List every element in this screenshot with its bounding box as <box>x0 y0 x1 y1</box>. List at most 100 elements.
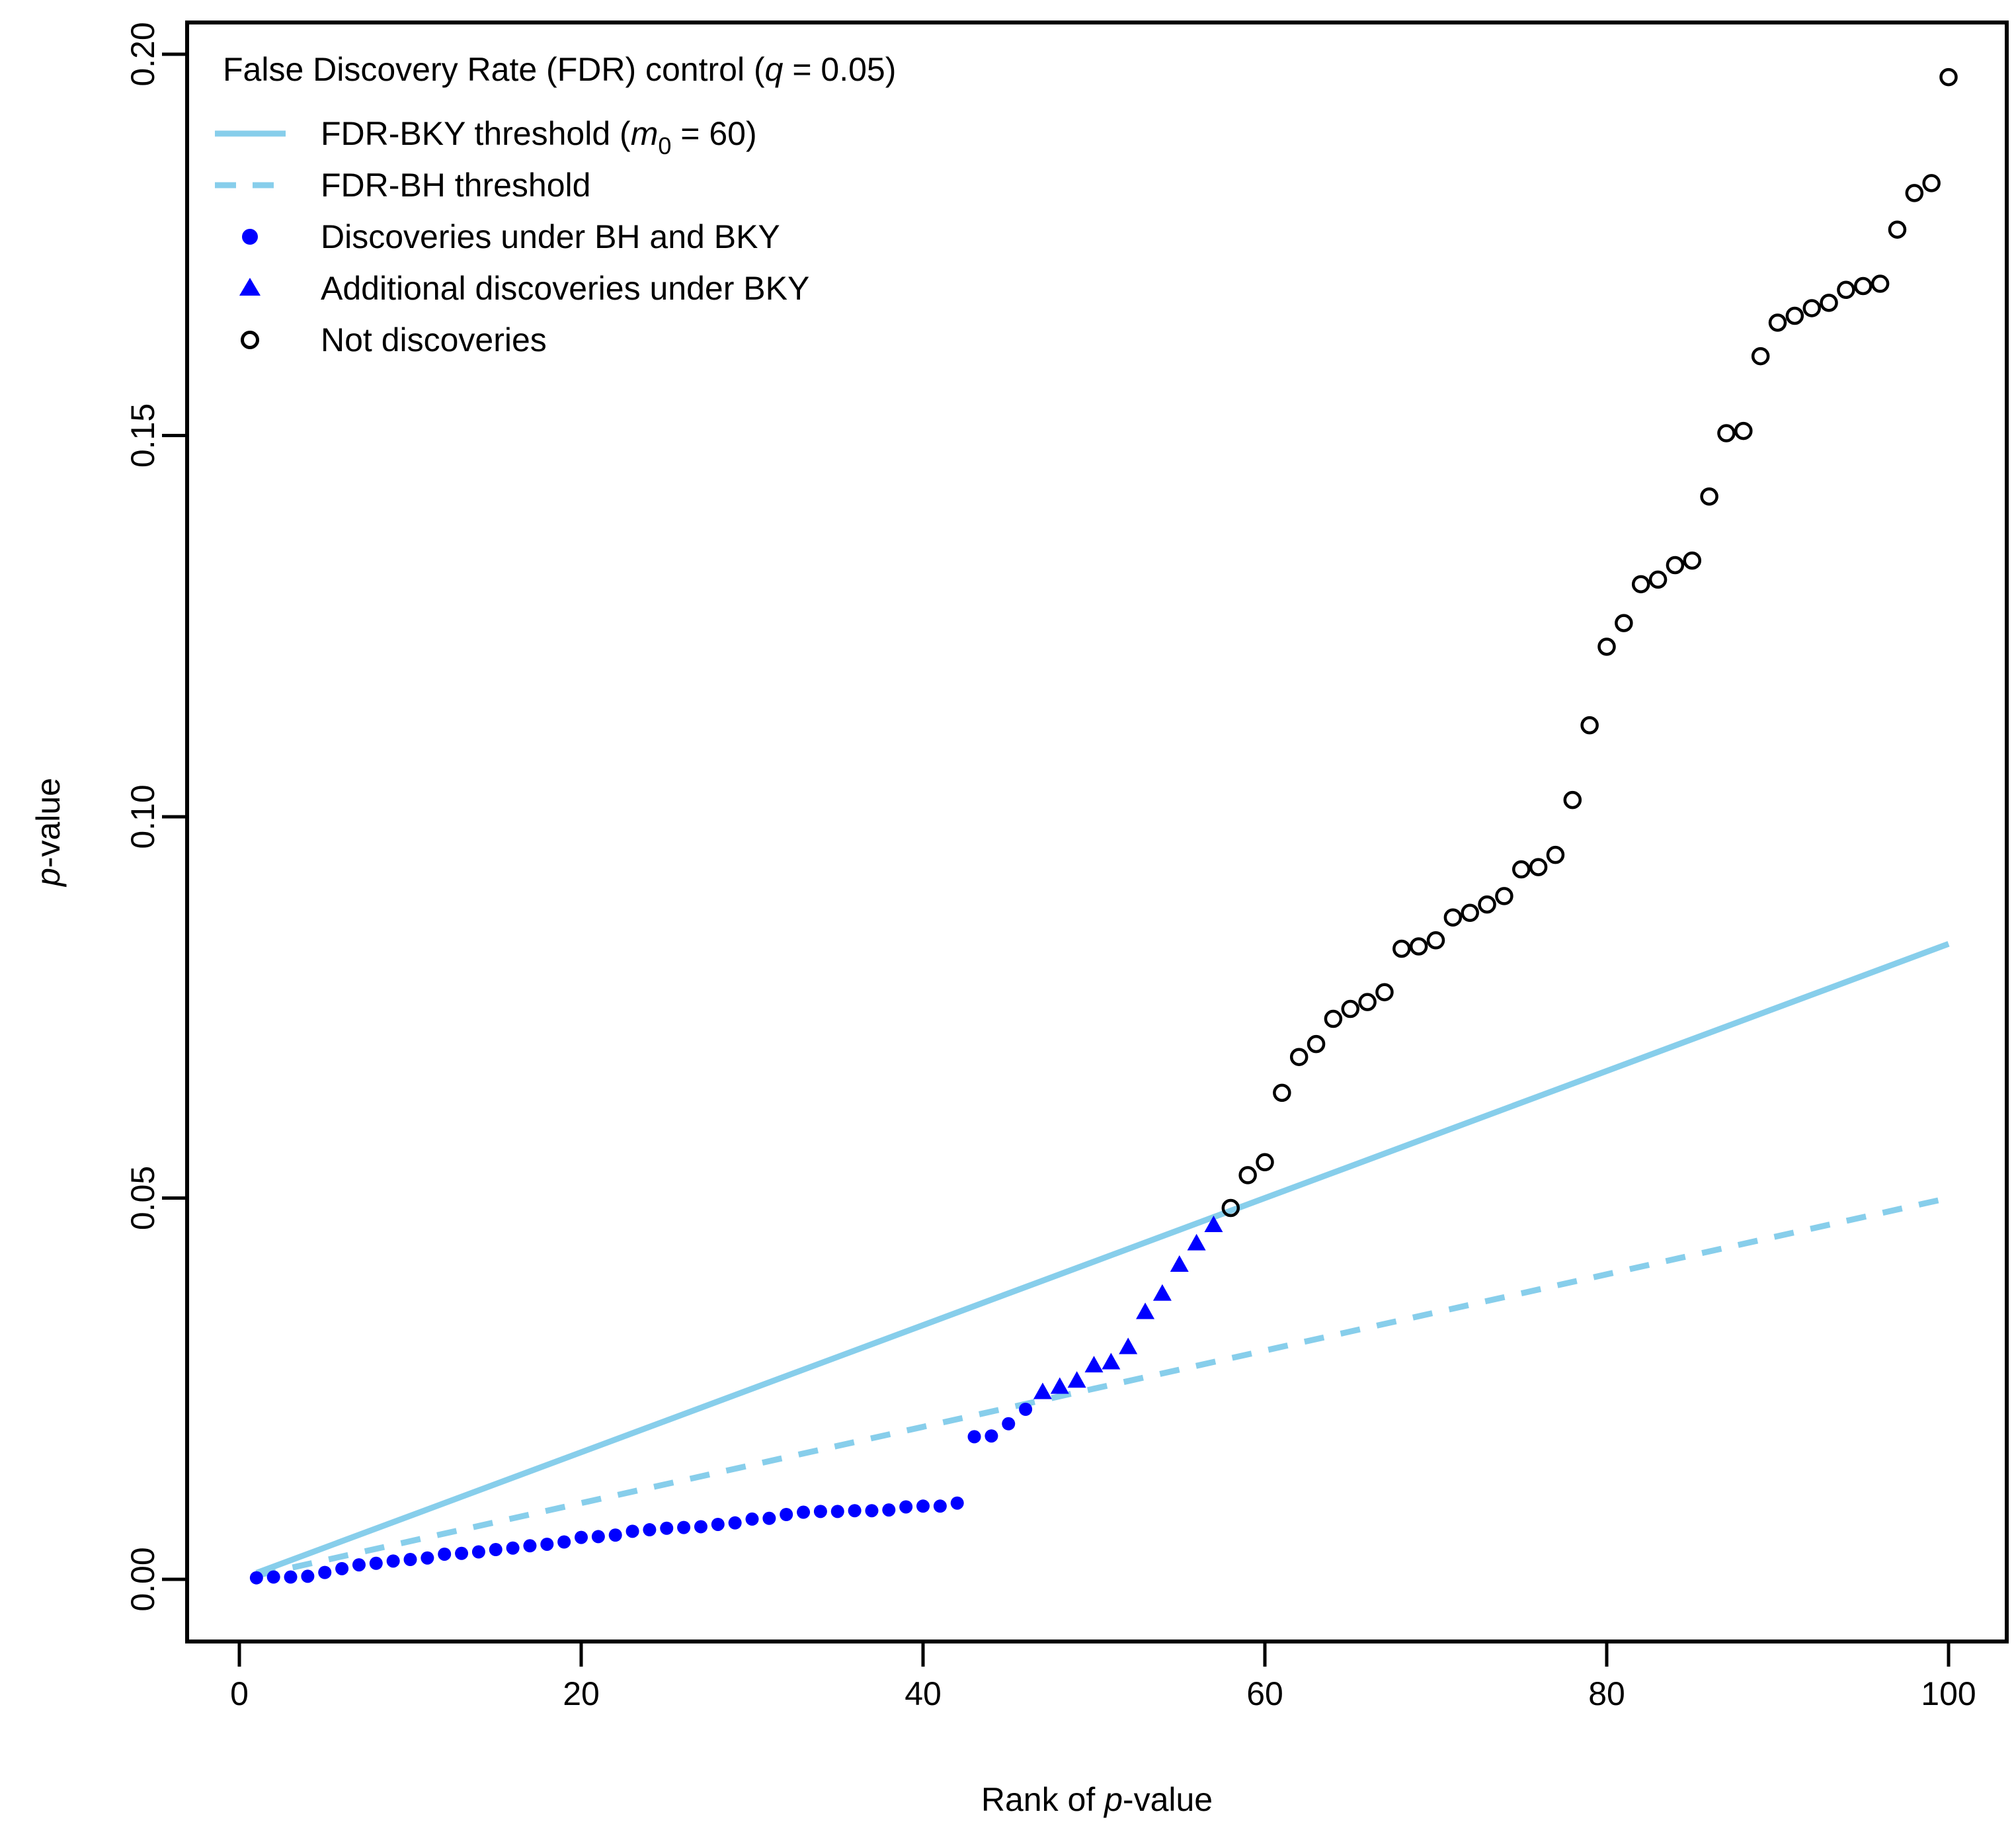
data-point-bky-additional <box>1187 1233 1206 1251</box>
data-point-discovery <box>403 1553 417 1567</box>
data-point-discovery <box>523 1539 537 1553</box>
data-point-not-discovery <box>1648 570 1668 589</box>
data-point-not-discovery <box>1888 220 1907 239</box>
data-point-discovery <box>506 1541 520 1555</box>
data-point-not-discovery <box>1529 858 1548 876</box>
data-point-bky-additional <box>1136 1302 1155 1319</box>
data-point-discovery <box>967 1430 981 1444</box>
data-point-discovery <box>797 1505 811 1519</box>
y-tick-label: 0.05 <box>124 1166 161 1230</box>
data-point-discovery <box>694 1520 707 1534</box>
data-points <box>249 67 1958 1585</box>
data-point-not-discovery <box>1307 1034 1326 1054</box>
legend-discoveries-label: Discoveries under BH and BKY <box>321 218 780 255</box>
x-axis-title: Rank of p-value <box>981 1781 1213 1818</box>
data-point-discovery <box>882 1503 896 1517</box>
y-tick-label: 0.15 <box>124 403 161 468</box>
legend-open-circle-icon <box>241 331 259 349</box>
data-point-discovery <box>438 1547 452 1561</box>
y-tick-label: 0.10 <box>124 784 161 849</box>
data-point-discovery <box>557 1535 571 1549</box>
data-point-not-discovery <box>1392 939 1411 958</box>
data-point-discovery <box>933 1499 947 1513</box>
legend-title: False Discovery Rate (FDR) control (q = … <box>223 51 896 88</box>
legend-bky-label: FDR-BKY threshold (m0 = 60) <box>321 115 757 159</box>
data-point-bky-additional <box>1067 1371 1086 1388</box>
data-point-not-discovery <box>1478 895 1496 914</box>
data-point-discovery <box>1002 1417 1016 1431</box>
data-point-discovery <box>899 1500 913 1514</box>
data-point-not-discovery <box>1802 299 1821 317</box>
legend-bh-label: FDR-BH threshold <box>321 167 590 204</box>
data-point-not-discovery <box>1341 999 1359 1018</box>
data-point-not-discovery <box>1358 993 1377 1011</box>
data-point-not-discovery <box>1700 487 1718 506</box>
data-point-discovery <box>608 1528 622 1542</box>
data-point-bky-additional <box>1119 1337 1138 1354</box>
data-point-discovery <box>249 1571 263 1585</box>
data-point-discovery <box>916 1499 930 1513</box>
data-point-not-discovery <box>1512 860 1531 879</box>
data-point-not-discovery <box>1597 638 1616 656</box>
data-point-not-discovery <box>1734 421 1753 440</box>
data-point-not-discovery <box>1375 983 1394 1001</box>
data-point-not-discovery <box>1256 1153 1274 1172</box>
data-point-not-discovery <box>1666 556 1685 575</box>
legend-not-discoveries-label: Not discoveries <box>321 321 547 358</box>
data-point-bky-additional <box>1204 1216 1223 1233</box>
y-tick-label: 0.20 <box>124 22 161 86</box>
data-point-bky-additional <box>1050 1377 1069 1394</box>
data-point-not-discovery <box>1289 1048 1309 1066</box>
data-point-not-discovery <box>1546 845 1565 864</box>
data-point-discovery <box>471 1545 485 1559</box>
data-point-discovery <box>284 1570 298 1584</box>
data-point-not-discovery <box>1273 1083 1291 1102</box>
data-point-not-discovery <box>1837 280 1855 300</box>
bky-threshold-line <box>255 940 1950 1576</box>
x-tick-label: 40 <box>905 1675 942 1712</box>
data-point-not-discovery <box>1683 551 1701 570</box>
data-point-not-discovery <box>1615 614 1633 632</box>
data-point-discovery <box>677 1520 691 1534</box>
data-point-not-discovery <box>1768 313 1787 332</box>
threshold-lines <box>255 940 1950 1579</box>
data-point-discovery <box>301 1569 315 1583</box>
x-tick-label: 80 <box>1588 1675 1625 1712</box>
x-tick-label: 100 <box>1921 1675 1976 1712</box>
data-point-discovery <box>575 1530 588 1544</box>
data-point-discovery <box>625 1524 639 1538</box>
data-point-discovery <box>540 1537 554 1551</box>
data-point-discovery <box>369 1556 383 1570</box>
x-tick-label: 0 <box>230 1675 249 1712</box>
data-point-discovery <box>762 1511 776 1525</box>
x-tick-label: 60 <box>1246 1675 1283 1712</box>
data-point-discovery <box>848 1504 862 1518</box>
data-point-discovery <box>386 1554 400 1568</box>
data-point-discovery <box>780 1507 793 1521</box>
x-tick-label: 20 <box>563 1675 600 1712</box>
data-point-discovery <box>1019 1402 1033 1416</box>
data-point-not-discovery <box>1820 294 1838 312</box>
legend-triangle-icon <box>239 278 261 296</box>
legend-additional-label: Additional discoveries under BKY <box>321 270 809 307</box>
data-point-not-discovery <box>1785 306 1804 325</box>
data-point-discovery <box>318 1565 332 1579</box>
data-point-discovery <box>455 1546 469 1560</box>
data-point-discovery <box>728 1516 742 1530</box>
data-point-discovery <box>421 1551 434 1565</box>
data-point-discovery <box>711 1517 725 1531</box>
data-point-bky-additional <box>1102 1352 1121 1370</box>
data-point-bky-additional <box>1152 1284 1172 1301</box>
data-point-bky-additional <box>1084 1356 1104 1373</box>
y-axis-title: p-value <box>30 778 67 888</box>
data-point-not-discovery <box>1905 184 1924 202</box>
data-point-discovery <box>643 1523 657 1537</box>
data-point-not-discovery <box>1631 575 1650 594</box>
plot-box <box>185 21 2009 1643</box>
data-point-discovery <box>813 1505 827 1518</box>
data-point-not-discovery <box>1495 887 1513 905</box>
data-point-discovery <box>591 1530 605 1544</box>
data-point-discovery <box>950 1496 964 1510</box>
data-point-not-discovery <box>1238 1166 1257 1184</box>
